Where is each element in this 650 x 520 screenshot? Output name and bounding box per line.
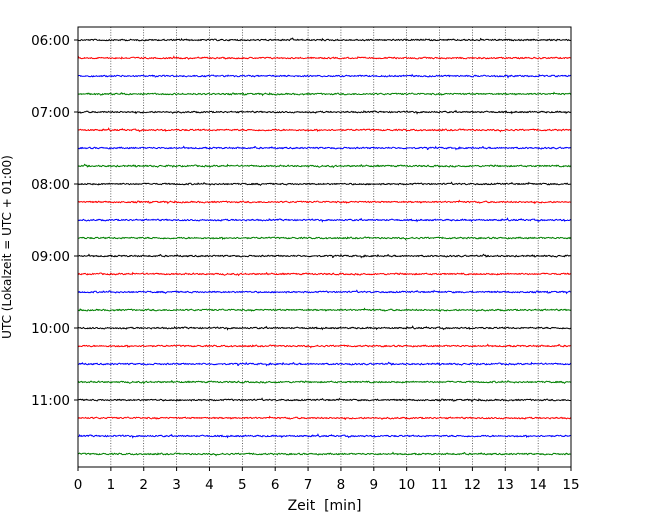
trace-line xyxy=(77,379,572,385)
x-tick-label: 2 xyxy=(139,477,148,493)
trace-line xyxy=(77,325,572,331)
tick-layer: 0 1 2 3 4 5 6 7 8 9 10 11 12 13 14 1506:0007:0008:0009:… xyxy=(31,33,580,493)
trace-line xyxy=(77,109,572,115)
x-tick-label: 15 xyxy=(562,477,579,493)
y-tick-label: 11:00 xyxy=(31,393,70,409)
trace-line xyxy=(77,253,572,259)
trace-line xyxy=(77,236,572,241)
trace-line xyxy=(77,397,572,403)
trace-line xyxy=(77,433,572,439)
x-tick-label: 8 xyxy=(337,477,346,493)
trace-line xyxy=(77,361,572,367)
trace-line xyxy=(77,37,572,42)
x-tick-label: 12 xyxy=(464,477,481,493)
trace-line xyxy=(77,127,572,133)
y-tick-label: 09:00 xyxy=(31,249,70,265)
trace-line xyxy=(77,217,572,223)
trace-line xyxy=(77,73,572,79)
y-tick-label: 06:00 xyxy=(31,33,70,49)
y-tick-label: 08:00 xyxy=(31,177,70,193)
y-tick-label: 10:00 xyxy=(31,321,70,337)
trace-line xyxy=(77,271,572,277)
trace-line xyxy=(77,289,572,295)
trace-line xyxy=(77,307,572,313)
y-tick-label: 07:00 xyxy=(31,105,70,121)
trace-line xyxy=(77,91,572,97)
trace-line xyxy=(77,451,572,457)
trace-line xyxy=(77,199,572,205)
x-tick-label: 1 xyxy=(107,477,116,493)
trace-line xyxy=(77,181,572,187)
x-axis-label: Zeit [min] xyxy=(288,498,362,514)
plot-frame xyxy=(77,26,572,468)
x-tick-label: 3 xyxy=(172,477,181,493)
x-tick-label: 10 xyxy=(398,477,415,493)
trace-line xyxy=(77,343,572,349)
trace-line xyxy=(77,145,572,151)
x-tick-label: 14 xyxy=(530,477,547,493)
x-tick-label: 7 xyxy=(304,477,313,493)
trace-line xyxy=(77,163,572,169)
x-tick-label: 9 xyxy=(370,477,379,493)
x-tick-label: 6 xyxy=(271,477,280,493)
x-tick-label: 0 xyxy=(74,477,83,493)
trace-layer xyxy=(77,37,572,457)
trace-line xyxy=(77,415,572,421)
trace-line xyxy=(77,55,572,60)
x-tick-label: 4 xyxy=(205,477,214,493)
x-tick-label: 5 xyxy=(238,477,247,493)
y-axis-label: UTC (Lokalzeit = UTC + 01:00) xyxy=(0,155,14,339)
grid-layer xyxy=(110,27,539,467)
x-tick-label: 13 xyxy=(497,477,514,493)
x-tick-label: 11 xyxy=(431,477,448,493)
